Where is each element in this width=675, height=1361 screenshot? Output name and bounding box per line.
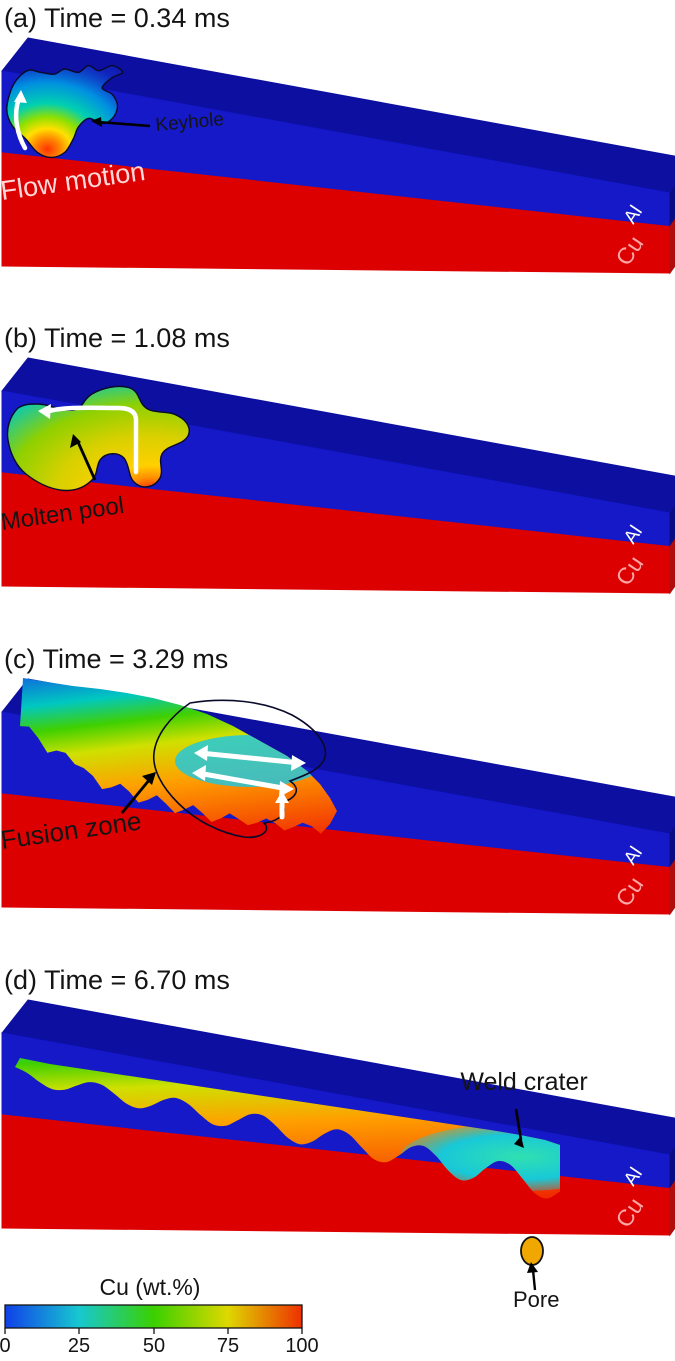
svg-text:Pore: Pore: [513, 1287, 559, 1312]
svg-text:100: 100: [285, 1335, 318, 1356]
svg-text:0: 0: [0, 1335, 11, 1356]
svg-text:75: 75: [217, 1335, 239, 1356]
svg-text:Cu (wt.%): Cu (wt.%): [100, 1274, 201, 1300]
svg-text:(b) Time = 1.08 ms: (b) Time = 1.08 ms: [4, 323, 230, 353]
svg-text:(a) Time = 0.34 ms: (a) Time = 0.34 ms: [4, 3, 230, 33]
svg-text:Weld crater: Weld crater: [460, 1068, 587, 1096]
svg-text:50: 50: [143, 1335, 165, 1356]
svg-text:(c) Time = 3.29 ms: (c) Time = 3.29 ms: [4, 644, 228, 674]
svg-text:(d) Time = 6.70 ms: (d) Time = 6.70 ms: [4, 965, 230, 995]
svg-text:25: 25: [68, 1335, 90, 1356]
